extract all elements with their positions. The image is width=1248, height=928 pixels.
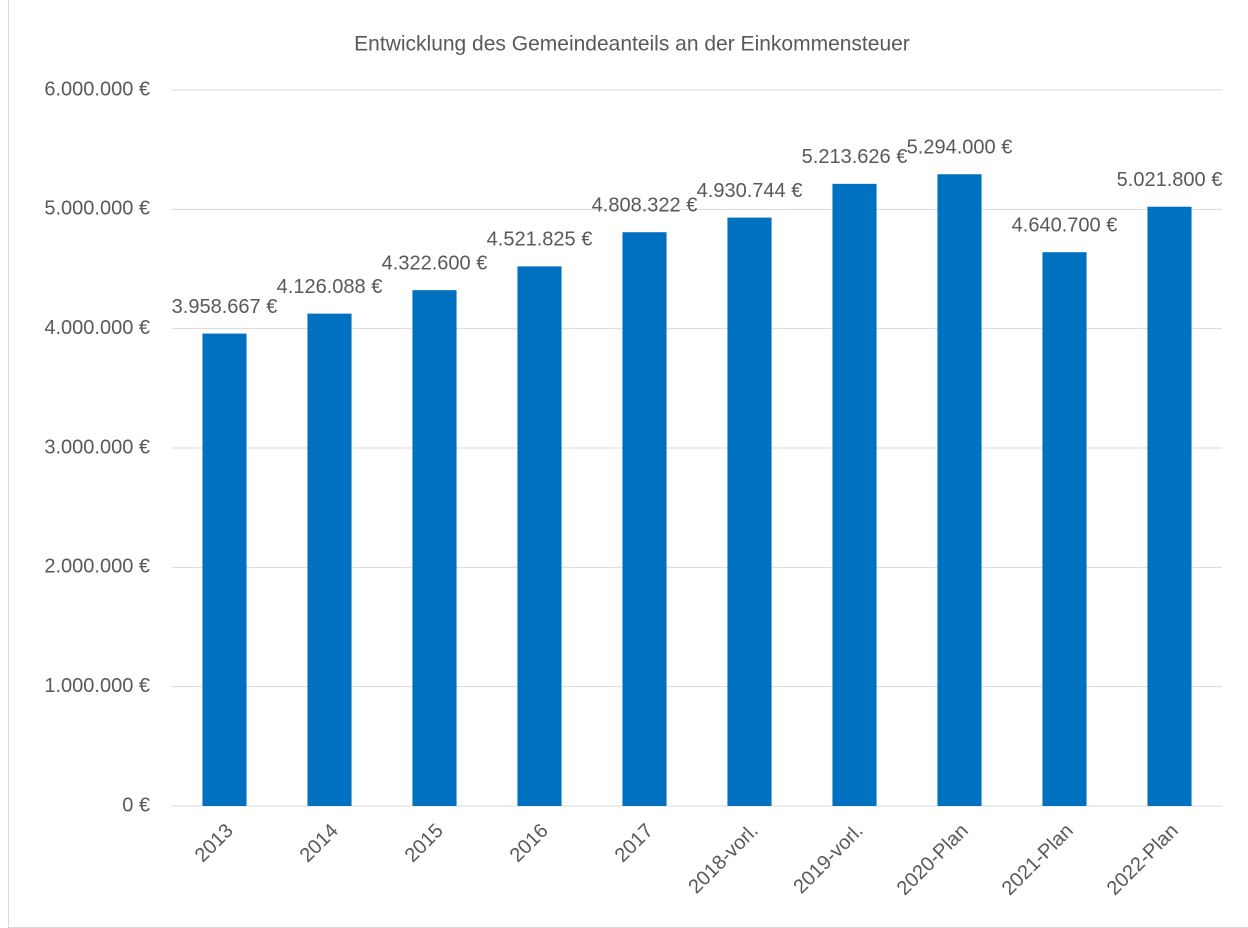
y-tick-label: 4.000.000 € [44, 317, 150, 339]
x-tick-label: 2022-Plan [1103, 820, 1183, 900]
x-tick-label: 2018-vorl. [684, 820, 762, 898]
data-label: 4.930.744 € [697, 180, 803, 202]
y-tick-label: 1.000.000 € [44, 675, 150, 697]
y-tick-label: 2.000.000 € [44, 556, 150, 578]
x-tick-label: 2021-Plan [998, 820, 1078, 900]
data-label: 3.958.667 € [172, 296, 278, 318]
x-tick-label: 2014 [296, 820, 343, 867]
x-tick-label: 2015 [401, 820, 448, 867]
bar [1147, 206, 1192, 806]
bar [202, 333, 247, 806]
data-label: 4.126.088 € [277, 276, 383, 298]
data-label: 5.294.000 € [907, 137, 1013, 159]
data-label: 4.640.700 € [1012, 214, 1118, 236]
bar [727, 217, 772, 806]
data-label: 5.213.626 € [802, 146, 908, 168]
bar [307, 313, 352, 806]
y-tick-label: 0 € [122, 794, 150, 816]
y-tick-label: 5.000.000 € [44, 198, 150, 220]
y-tick-label: 6.000.000 € [44, 78, 150, 100]
bar [412, 290, 457, 806]
x-tick-label: 2019-vorl. [789, 820, 867, 898]
x-tick-label: 2017 [611, 820, 658, 867]
bar [622, 232, 667, 806]
x-tick-label: 2013 [191, 820, 238, 867]
x-tick-label: 2020-Plan [893, 820, 973, 900]
data-label: 4.322.600 € [382, 252, 488, 274]
bar [517, 266, 562, 807]
y-tick-label: 3.000.000 € [44, 436, 150, 458]
bar [1042, 252, 1087, 807]
data-label: 4.808.322 € [592, 194, 698, 216]
data-label: 4.521.825 € [487, 229, 593, 251]
bar [832, 183, 877, 806]
chart-title: Entwicklung des Gemeindeanteils an der E… [354, 33, 910, 56]
x-tick-label: 2016 [506, 820, 553, 867]
bar [937, 174, 982, 806]
data-label: 5.021.800 € [1117, 169, 1223, 191]
